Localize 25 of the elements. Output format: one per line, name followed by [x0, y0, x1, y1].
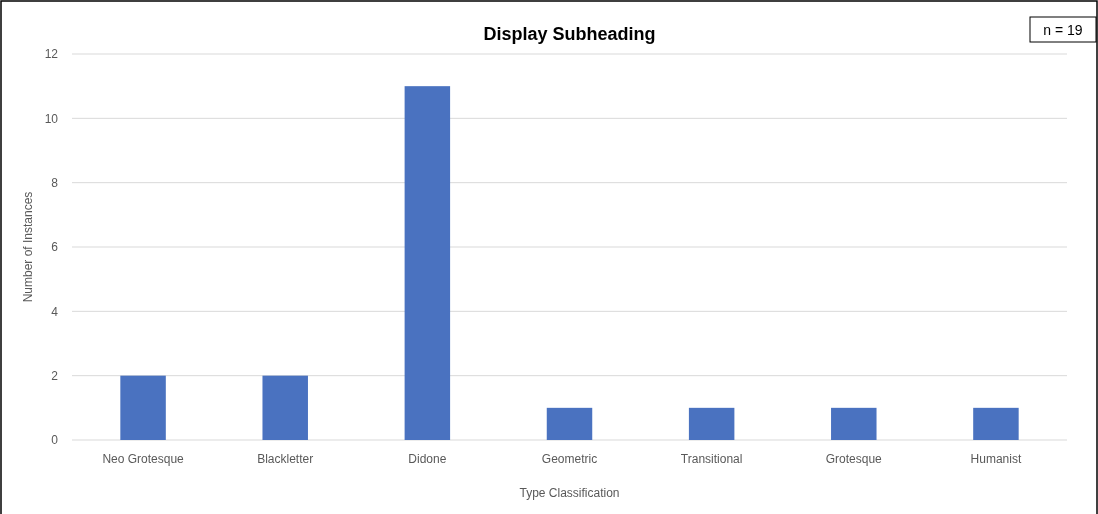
- y-tick-label: 10: [44, 111, 59, 126]
- y-axis-title: Number of Instances: [21, 191, 35, 303]
- x-tick-label: Neo Grotesque: [102, 452, 185, 466]
- chart-title: Display Subheading: [483, 24, 656, 44]
- y-tick-label: 8: [51, 175, 59, 190]
- x-tick-label: Transitional: [680, 452, 743, 466]
- y-tick-label: 4: [51, 304, 59, 319]
- bar: [262, 375, 308, 440]
- y-tick-label: 12: [44, 47, 59, 62]
- y-tick-label: 6: [51, 240, 59, 255]
- bar: [831, 407, 877, 440]
- x-tick-label: Humanist: [970, 452, 1022, 466]
- x-tick-label: Grotesque: [825, 452, 883, 466]
- x-tick-label: Geometric: [541, 452, 598, 466]
- x-tick-label: Blackletter: [257, 452, 314, 466]
- bar: [973, 407, 1019, 440]
- x-tick-label: Didone: [408, 452, 447, 466]
- text: n = 19: [1043, 22, 1083, 38]
- x-axis-title: Type Classification: [519, 486, 620, 500]
- bar: [120, 375, 166, 440]
- bar: [546, 407, 593, 440]
- y-tick-label: 0: [51, 433, 59, 448]
- y-tick-label: 2: [51, 368, 59, 383]
- bar: [404, 86, 451, 440]
- bar: [688, 407, 735, 440]
